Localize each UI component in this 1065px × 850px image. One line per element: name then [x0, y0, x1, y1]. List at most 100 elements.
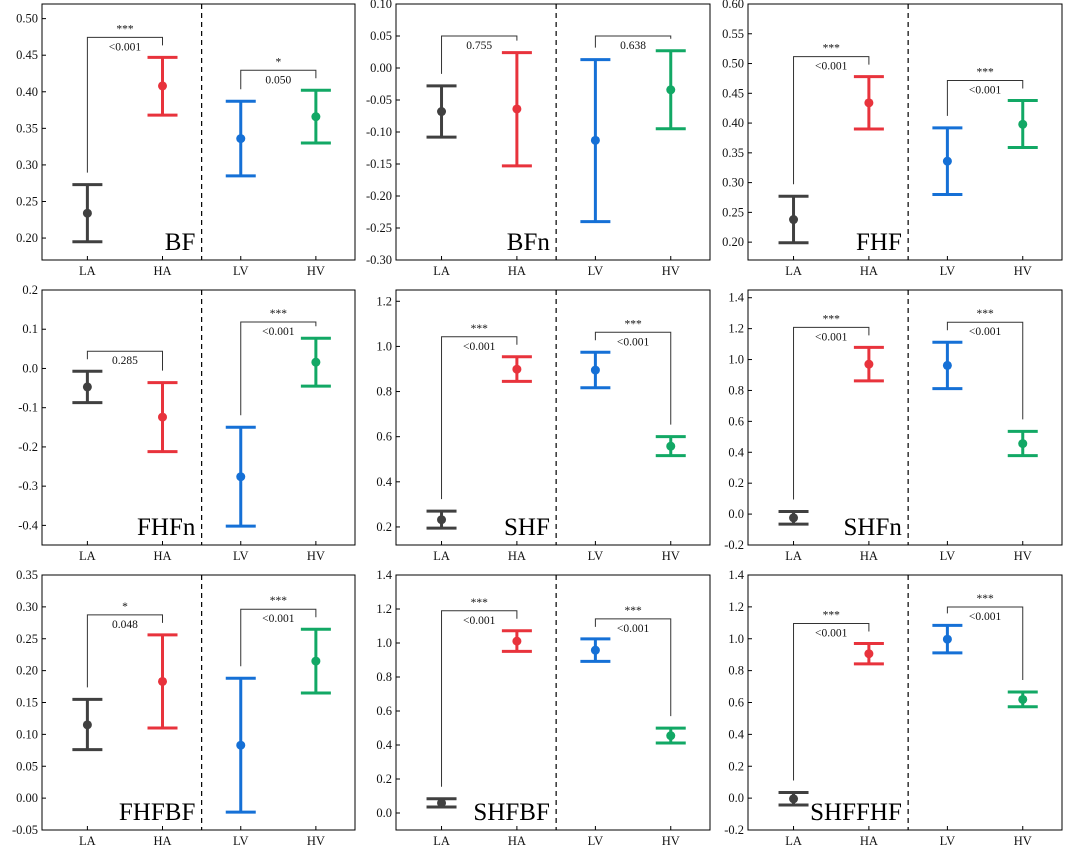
panel-shfn-xtick-label: HV	[1014, 549, 1032, 563]
panel-fhfbf-ytick-label: 0.30	[16, 600, 38, 614]
panel-fhfn-pvalue-1: <0.001	[262, 326, 295, 338]
panel-shfbf-ytick-label: 1.2	[376, 602, 392, 616]
panel-fhfn-pvalue-0: 0.285	[112, 355, 138, 367]
panel-fhfbf-mean-point-la	[82, 720, 92, 730]
panel-fhf-ytick-label: 0.60	[722, 0, 744, 11]
panel-fhf-stars-1: ***	[976, 66, 994, 78]
panel-shfbf-frame	[395, 574, 711, 831]
panel-bfn-mean-point-ha	[512, 104, 522, 114]
panel-shf-pvalue-1: <0.001	[617, 336, 650, 348]
panel-fhfbf-ytick-label: 0.05	[16, 759, 38, 773]
panel-shfbf-stars-0: ***	[471, 597, 489, 609]
panel-shfbf-xtick-label: LV	[588, 834, 604, 848]
panel-fhf-mean-point-hv	[1018, 119, 1028, 129]
panel-shf-pvalue-0: <0.001	[463, 341, 496, 353]
panel-fhfbf-mean-point-ha	[158, 676, 168, 686]
panel-shffhf-bracket-0	[793, 623, 870, 781]
panel-fhfn-xtick-label: HA	[153, 549, 171, 563]
panel-bf-xtick-label: LV	[233, 264, 249, 278]
panel-shf-ytick-label: 1.0	[376, 339, 392, 353]
panel-shffhf-ytick-label: -0.2	[724, 823, 744, 837]
panel-bfn-xtick-label: LA	[433, 264, 450, 278]
panel-shfn-xtick-label: LA	[785, 549, 802, 563]
panel-bf-xtick-label: LA	[79, 264, 96, 278]
panel-fhfbf-ytick-label: 0.00	[16, 791, 38, 805]
panel-shffhf-stars-1: ***	[976, 593, 994, 605]
panel-shfn-mean-point-la	[789, 513, 799, 523]
panel-fhf-ytick-label: 0.25	[722, 205, 744, 219]
panel-shf-ytick-label: 0.8	[376, 385, 392, 399]
panel-fhfn-ytick-label: -0.1	[18, 401, 38, 415]
panel-fhfn-ytick-label: 0.2	[22, 283, 38, 297]
panel-fhf-ytick-label: 0.40	[722, 116, 744, 130]
panel-bf-ytick-label: 0.40	[16, 85, 38, 99]
panel-fhfbf-ytick-label: 0.20	[16, 664, 38, 678]
panel-shf-bracket-1	[594, 331, 672, 425]
panel-bfn-xtick-label: LV	[588, 264, 604, 278]
panel-shf-mean-point-hv	[666, 441, 676, 451]
panel-bfn-ytick-label: 0.10	[370, 0, 392, 11]
panel-shfn-title: SHFn	[843, 514, 902, 541]
panel-fhfn-mean-point-ha	[158, 412, 168, 422]
panel-bfn-mean-point-la	[437, 107, 447, 117]
panel-shfn-mean-point-ha	[864, 359, 874, 369]
panel-bfn-xtick-label: HA	[508, 264, 526, 278]
panel-shffhf-stars-0: ***	[823, 610, 841, 622]
panel-fhfbf-title: FHFBF	[119, 799, 195, 826]
panel-shfbf-ytick-label: 0.6	[376, 704, 392, 718]
panel-fhfbf-xtick-label: LA	[79, 834, 96, 848]
panel-shf-xtick-label: LA	[433, 549, 450, 563]
panel-bfn-ytick-label: -0.05	[366, 93, 392, 107]
panel-bfn-ytick-label: -0.30	[366, 253, 392, 267]
panel-shf-xtick-label: LV	[588, 549, 604, 563]
panel-shfn-ytick-label: 1.4	[728, 291, 744, 305]
panel-shfbf-pvalue-0: <0.001	[463, 615, 496, 627]
panel-shffhf-mean-point-hv	[1018, 694, 1028, 704]
panel-bfn-ytick-label: 0.05	[370, 29, 392, 43]
panel-fhf-xtick-label: HA	[860, 264, 878, 278]
panel-shffhf-xtick-label: LA	[785, 834, 802, 848]
panel-fhf-xtick-label: LA	[785, 264, 802, 278]
panel-shfn-pvalue-0: <0.001	[815, 331, 848, 343]
panel-shfn-stars-0: ***	[823, 313, 841, 325]
panel-fhf-frame	[747, 3, 1063, 261]
panel-bfn-mean-point-hv	[666, 85, 676, 95]
panel-shffhf-xtick-label: LV	[940, 834, 956, 848]
panel-shfn-ytick-label: 0.8	[728, 383, 744, 397]
panel-fhfbf-xtick-label: HA	[153, 834, 171, 848]
panel-bf-title: BF	[165, 229, 196, 256]
panel-fhfbf-mean-point-hv	[311, 656, 321, 666]
panel-bf-ytick-label: 0.45	[16, 48, 38, 62]
panel-fhfn-mean-point-hv	[311, 357, 321, 367]
panel-shffhf-xtick-label: HV	[1014, 834, 1032, 848]
panel-fhfn-stars-1: ***	[270, 308, 288, 320]
panel-fhfbf-ytick-label: 0.25	[16, 632, 38, 646]
panel-fhf-pvalue-1: <0.001	[969, 84, 1002, 96]
panel-shfn-ytick-label: 1.2	[728, 322, 744, 336]
panel-bfn-ytick-label: -0.15	[366, 157, 392, 171]
panel-shfbf-ytick-label: 1.4	[376, 568, 392, 582]
panel-fhfbf-ytick-label: 0.10	[16, 727, 38, 741]
panel-shfn-mean-point-lv	[942, 360, 952, 370]
panel-shfbf-title: SHFBF	[473, 799, 549, 826]
panel-fhfbf-pvalue-1: <0.001	[262, 613, 295, 625]
panel-fhf-ytick-label: 0.30	[722, 176, 744, 190]
panel-shf-xtick-label: HV	[662, 549, 680, 563]
panel-fhfn-ytick-label: -0.4	[18, 518, 39, 532]
panel-fhf-ytick-label: 0.50	[722, 57, 744, 71]
panel-fhf-ytick-label: 0.45	[722, 86, 744, 100]
panel-fhf-xtick-label: HV	[1014, 264, 1032, 278]
panel-fhfbf-xtick-label: HV	[307, 834, 325, 848]
panel-shffhf-title: SHFFHF	[810, 799, 902, 826]
panel-shffhf-ytick-label: 1.4	[728, 568, 744, 582]
panel-fhfn-frame	[41, 289, 356, 546]
panel-shffhf-ytick-label: 0.8	[728, 664, 744, 678]
panel-shfbf-ytick-label: 0.2	[376, 772, 392, 786]
panel-fhf-title: FHF	[856, 229, 902, 256]
panel-shffhf-ytick-label: 0.0	[728, 791, 744, 805]
panel-shfn-ytick-label: 1.0	[728, 353, 744, 367]
panel-fhfn-title: FHFn	[137, 514, 196, 541]
panel-bf-stars-1: *	[275, 56, 281, 68]
panel-fhf-bracket-0	[793, 56, 870, 185]
